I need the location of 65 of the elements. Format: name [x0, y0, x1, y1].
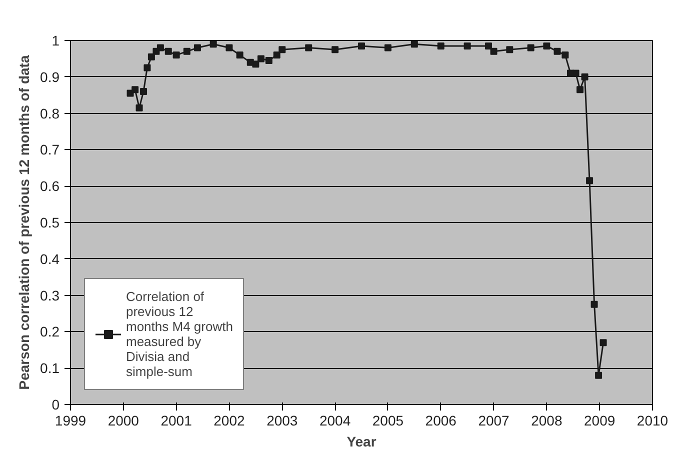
- point: [252, 60, 260, 68]
- x-tick-label: 2010: [636, 412, 668, 428]
- y-tick-label: 0.7: [40, 142, 60, 158]
- point: [332, 46, 339, 54]
- point: [506, 46, 514, 54]
- x-tick-label: 2002: [214, 412, 246, 428]
- point: [543, 42, 550, 50]
- x-axis-title: Year: [346, 434, 377, 450]
- point: [490, 48, 498, 55]
- y-tick-label: 0.3: [40, 287, 60, 304]
- point: [194, 44, 201, 52]
- point: [132, 86, 139, 94]
- point: [140, 88, 148, 95]
- point: [265, 57, 272, 64]
- point: [148, 53, 155, 60]
- point: [136, 104, 143, 112]
- x-tick-label: 2004: [319, 412, 351, 428]
- y-tick-label: 0.2: [40, 324, 60, 340]
- point: [581, 73, 588, 80]
- y-tick-label: 1: [52, 32, 60, 48]
- y-tick-label: 0.1: [40, 360, 60, 376]
- point: [600, 339, 607, 346]
- point: [156, 44, 164, 52]
- y-tick-label: 0.6: [40, 178, 60, 194]
- y-tick-label: 0.5: [40, 214, 60, 230]
- point: [464, 42, 471, 50]
- point: [384, 44, 392, 52]
- point: [144, 64, 151, 72]
- point: [305, 44, 312, 52]
- point: [172, 52, 180, 59]
- x-tick-label: 1999: [54, 412, 86, 428]
- point: [572, 70, 580, 77]
- point: [257, 55, 264, 62]
- point: [226, 44, 233, 52]
- point: [562, 52, 569, 59]
- x-tick-label: 2005: [372, 412, 404, 428]
- point: [586, 177, 594, 184]
- x-tick-label: 2001: [160, 412, 192, 428]
- point: [278, 46, 286, 54]
- y-tick-label: 0.9: [40, 68, 60, 85]
- y-axis-title: Pearson correlation of previous 12 months of data: [16, 55, 32, 390]
- point: [590, 300, 598, 308]
- y-tick-label: 0.4: [40, 250, 60, 267]
- y-tick-label: 0: [52, 396, 60, 412]
- point: [183, 48, 190, 55]
- point: [358, 42, 365, 50]
- x-tick-label: 2003: [266, 412, 298, 428]
- point: [210, 40, 217, 48]
- point: [484, 42, 492, 50]
- point: [410, 40, 418, 48]
- point: [576, 86, 584, 94]
- point: [273, 52, 280, 59]
- y-tick-label: 0.8: [40, 105, 60, 122]
- point: [164, 48, 172, 55]
- x-tick-label: 2000: [108, 412, 140, 428]
- point: [437, 42, 444, 50]
- x-tick-label: 2008: [531, 412, 562, 428]
- point: [527, 44, 534, 52]
- point: [236, 52, 244, 59]
- point: [595, 372, 602, 379]
- x-tick-label: 2007: [478, 412, 510, 428]
- legend-label: Correlation of previous 12 months M4 growth measured by Divisia and simple-sum: [126, 289, 233, 379]
- x-tick-label: 2009: [584, 412, 616, 428]
- x-tick-label: 2006: [425, 412, 457, 428]
- point: [554, 48, 561, 55]
